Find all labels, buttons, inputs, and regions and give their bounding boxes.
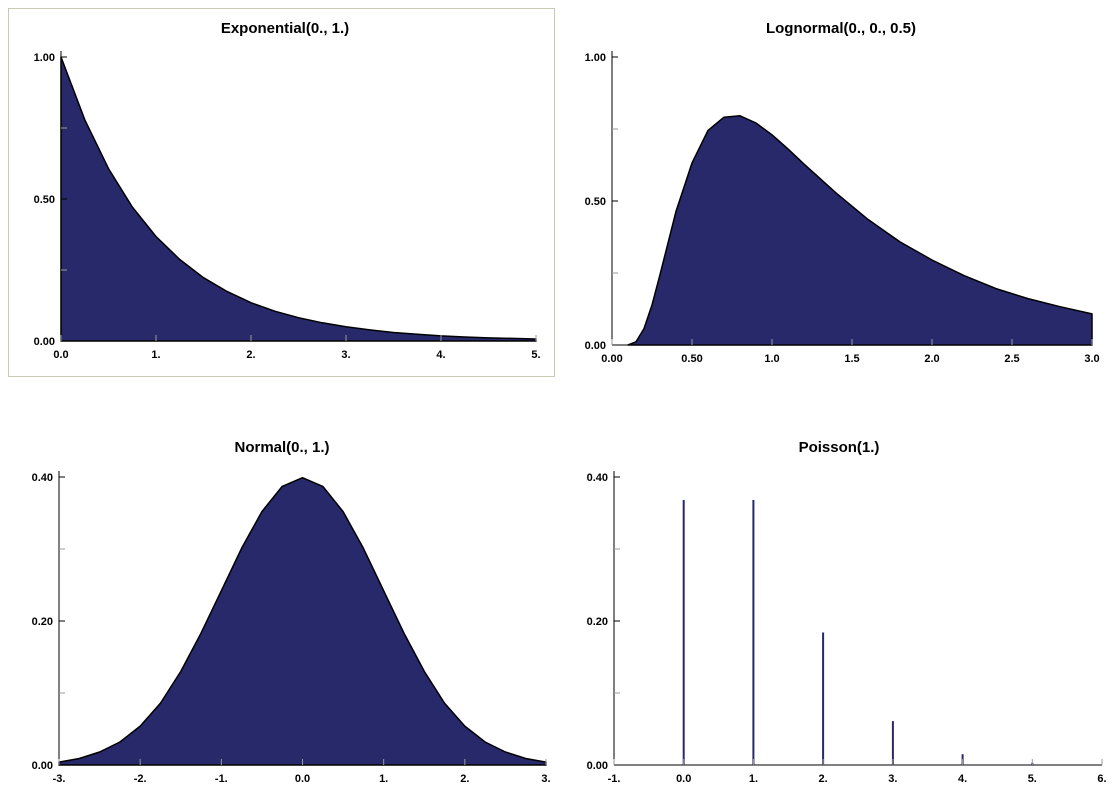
x-tick-label: 3.: [541, 773, 550, 785]
probability-bar: [682, 500, 685, 765]
x-tick-label: -1.: [608, 773, 621, 785]
probability-bar: [822, 632, 825, 765]
x-tick-label: 3.: [888, 773, 897, 785]
y-tick-label: 0.50: [585, 196, 606, 208]
chart-panel-exponential: Exponential(0., 1.) 0.00 0.50 1.00 0.0 1. 2. 3…: [0, 0, 556, 378]
chart-title: Exponential(0., 1.): [221, 20, 349, 37]
y-tick-label: 0.20: [587, 616, 608, 628]
y-tick-label: 0.00: [585, 340, 606, 352]
chart-panel-lognormal: Lognormal(0., 0., 0.5) 0.00 0.50 1.00 0.00 0…: [556, 0, 1114, 378]
x-tick-label: 2.: [819, 773, 828, 785]
chart-title: Lognormal(0., 0., 0.5): [766, 20, 916, 37]
chart-title: Poisson(1.): [799, 439, 880, 456]
y-tick-label: 0.00: [32, 760, 53, 772]
chart-poisson: Poisson(1.) 0.00 0.20 0.40 -1. 0.0 1. 2. 3. 4. 5.…: [587, 439, 1107, 785]
x-tick-label: 0.0: [53, 349, 68, 361]
chart-panel-poisson: Poisson(1.) 0.00 0.20 0.40 -1. 0.0 1. 2. 3. 4. 5.…: [556, 420, 1114, 798]
y-tick-label: 0.50: [34, 194, 55, 206]
density-area: [60, 56, 537, 342]
x-tick-label: 2.5: [1004, 353, 1019, 365]
probability-bar: [891, 721, 894, 765]
x-tick-label: 2.: [460, 773, 469, 785]
y-tick-label: 0.00: [34, 336, 55, 348]
x-tick-label: -3.: [53, 773, 66, 785]
x-tick-label: 1.: [151, 349, 160, 361]
x-tick-label: 5.: [1028, 773, 1037, 785]
y-tick-label: 0.40: [587, 472, 608, 484]
chart-lognormal: Lognormal(0., 0., 0.5) 0.00 0.50 1.00 0.00 0…: [585, 20, 1100, 365]
density-area: [58, 476, 547, 766]
x-tick-label: -1.: [215, 773, 228, 785]
x-tick-label: 2.: [246, 349, 255, 361]
chart-normal: Normal(0., 1.) 0.00 0.20 0.40 -3. -2. -1. 0.0 1…: [32, 439, 551, 785]
y-tick-label: 0.00: [587, 760, 608, 772]
x-tick-label: -2.: [134, 773, 147, 785]
x-tick-label: 2.0: [924, 353, 939, 365]
x-tick-label: 0.00: [601, 353, 622, 365]
chart-frame: [8, 8, 555, 377]
y-tick-label: 1.00: [585, 52, 606, 64]
x-tick-label: 1.: [749, 773, 758, 785]
y-tick-label: 0.20: [32, 616, 53, 628]
x-tick-label: 4.: [436, 349, 445, 361]
x-tick-label: 0.0: [295, 773, 310, 785]
x-tick-label: 1.0: [764, 353, 779, 365]
x-tick-label: 0.0: [676, 773, 691, 785]
y-tick-label: 0.40: [32, 472, 53, 484]
x-tick-label: 3.: [341, 349, 350, 361]
x-tick-label: 0.50: [681, 353, 702, 365]
x-tick-label: 3.0: [1084, 353, 1099, 365]
chart-panel-normal: Normal(0., 1.) 0.00 0.20 0.40 -3. -2. -1. 0.0 1…: [0, 420, 556, 798]
x-tick-label: 4.: [958, 773, 967, 785]
x-tick-label: 6.: [1097, 773, 1106, 785]
x-tick-label: 1.: [379, 773, 388, 785]
x-tick-label: 1.5: [844, 353, 859, 365]
chart-title: Normal(0., 1.): [234, 439, 329, 456]
chart-exponential: Exponential(0., 1.) 0.00 0.50 1.00 0.0 1. 2. 3…: [8, 8, 555, 377]
x-tick-label: 5.: [531, 349, 540, 361]
probability-bar: [752, 500, 755, 765]
y-tick-label: 1.00: [34, 52, 55, 64]
density-area: [627, 115, 1093, 346]
